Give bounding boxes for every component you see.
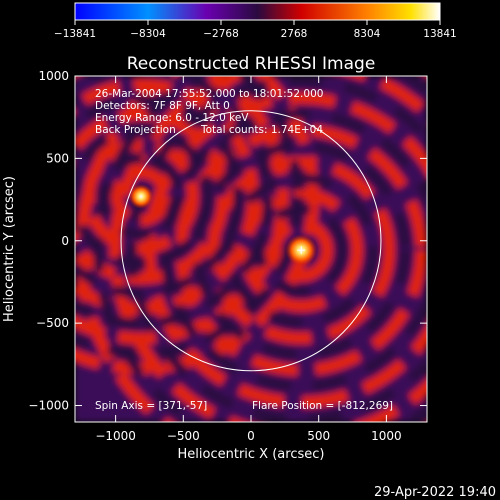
ripple-trough (224, 173, 379, 328)
ripple-ring (75, 108, 230, 285)
y-tick-label: 0 (61, 234, 69, 248)
annotations: 26-Mar-2004 17:55:52.000 to 18:01:52.000… (95, 88, 393, 412)
y-tick-label: 1000 (38, 69, 69, 83)
ripple-trough (75, 76, 304, 359)
ripple-trough (75, 76, 274, 329)
ripple-ring (207, 156, 396, 345)
x-tick-label: −1000 (95, 429, 136, 443)
footer-timestamp: 29-Apr-2022 19:40 (374, 485, 496, 500)
colorbar-gradient (74, 2, 441, 21)
colorbar-tick-label: 13841 (423, 28, 456, 40)
colorbar-tick-label: 8304 (354, 28, 381, 40)
annotation-energy: Energy Range: 6.0 - 12.0 keV (95, 112, 249, 124)
ripple-ring (143, 92, 427, 409)
ripple-ring (109, 76, 427, 422)
ripple-trough (160, 109, 427, 392)
ripple-trough (192, 141, 411, 360)
ripple-ring (175, 124, 427, 377)
y-tick-label: −1000 (28, 399, 69, 413)
annotation-detectors: Detectors: 7F 8F 9F, Att 0 (95, 100, 230, 112)
y-tick-label: −500 (36, 316, 69, 330)
colorbar-tick-label: −13841 (54, 28, 96, 40)
chart-title: Reconstructed RHESSI Image (127, 54, 376, 74)
annotation-time: 26-Mar-2004 17:55:52.000 to 18:01:52.000 (95, 88, 323, 100)
colorbar-ticks: −13841 −8304 −2768 2768 8304 13841 (54, 20, 457, 40)
annotation-counts: Total counts: 1.74E+04 (200, 124, 323, 136)
x-tick-label: −500 (167, 429, 200, 443)
heatmap-sources (128, 183, 318, 267)
ripple-trough (75, 94, 244, 299)
x-tick-label: 1000 (371, 429, 402, 443)
ripple-trough (127, 76, 427, 422)
x-tick-label: 500 (307, 429, 330, 443)
y-tick-label: 500 (46, 151, 69, 165)
solar-limb (120, 110, 382, 372)
colorbar-tick-label: −2768 (203, 28, 239, 40)
ripple-trough (255, 204, 348, 297)
annotation-method: Back Projection (95, 124, 176, 136)
ripple-ring (239, 188, 364, 313)
x-axis-label: Heliocentric X (arcsec) (178, 447, 325, 462)
plot-area: −1000 −500 0 500 1000 −1000 −500 0 500 1000 (28, 69, 428, 443)
axis-ticks: −1000 −500 0 500 1000 −1000 −500 0 500 1000 (28, 69, 427, 443)
colorbar-tick-label: −8304 (130, 28, 166, 40)
ripple-trough (75, 124, 214, 269)
annotation-flare-position: Flare Position = [-812,269] (252, 400, 393, 412)
heatmap-image (75, 76, 427, 422)
colorbar-tick-label: 2768 (281, 28, 308, 40)
ripple-ring (269, 218, 334, 283)
x-tick-label: 0 (247, 429, 255, 443)
annotation-spin-axis: Spin Axis = [371,-57] (95, 400, 207, 412)
ripple-trough (93, 76, 427, 422)
y-axis-label: Heliocentric Y (arcsec) (2, 176, 17, 322)
flare-source (128, 183, 154, 209)
colorbar: −13841 −8304 −2768 2768 8304 13841 (54, 2, 457, 40)
heatmap-ripples (75, 76, 427, 422)
